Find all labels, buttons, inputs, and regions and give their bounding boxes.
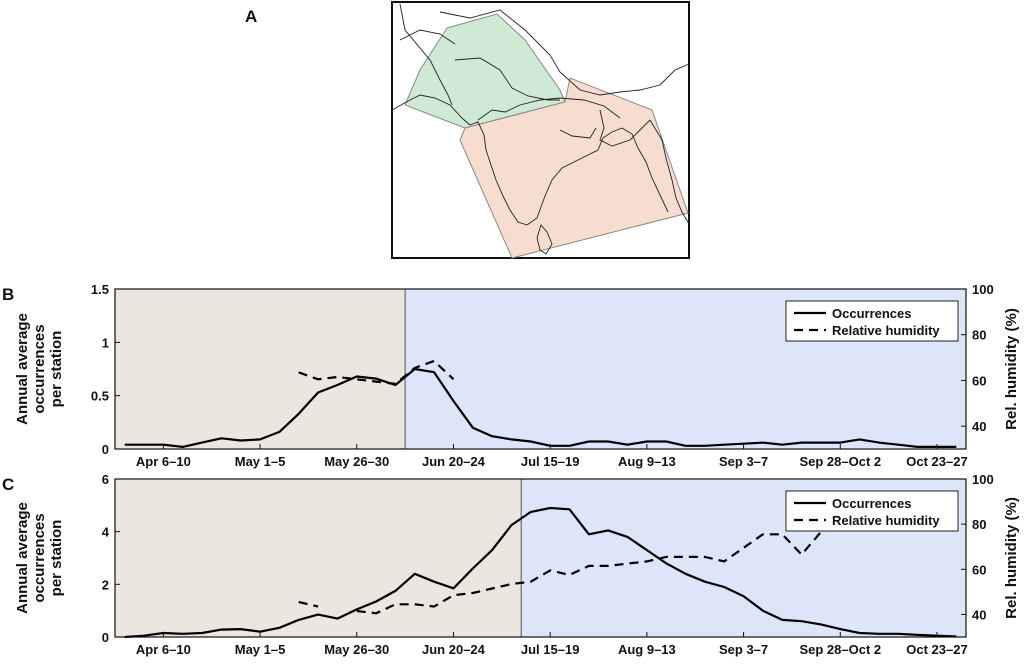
y-tick-label: 0 [102,630,109,645]
series-line-humidity [298,359,455,385]
legend-label: Occurrences [832,496,912,511]
x-tick-label: Sep 3–7 [719,454,768,469]
y-tick-label: 2 [102,577,109,592]
legend-box [785,490,959,532]
y2-tick-label: 100 [972,282,994,297]
series-line-occurrences [124,367,957,448]
legend: Occurrences Relative humidity [785,490,959,532]
x-tick-label: Sep 3–7 [719,642,768,657]
map-panel [391,1,690,259]
y2-tick-label: 80 [972,328,986,343]
legend-box [785,300,959,342]
y-axis-title-line: Annual average [14,313,31,425]
x-tick-label: Jul 15–19 [521,454,580,469]
y-axis-title-line: Annual average [14,502,31,614]
y2-tick-label: 40 [972,419,986,434]
y-tick-label: 1.5 [91,282,109,297]
y2-axis-title: Rel. humidity (%) [1003,308,1020,430]
x-tick-label: May 1–5 [235,454,286,469]
y2-tick-label: 80 [972,517,986,532]
y-tick-label: 0 [102,442,109,457]
plot-frame [114,478,967,638]
legend: Occurrences Relative humidity [785,300,959,342]
series-line-occurrences [124,506,957,639]
chart-b: 0 0.5 1 1.5 40 60 80 100 Apr 6–10 May 1–5 May 26–3… [14,282,1020,469]
panel-a-letter: A [245,7,257,26]
chart-c: 0 2 4 6 40 60 80 100 Apr 6–10 May 1–5 May 26–30 Jun… [14,472,1020,657]
series-line-humidity [298,531,822,615]
x-tick-label: May 1–5 [235,642,286,657]
y-tick-label: 0.5 [91,389,109,404]
y-tick-label: 1 [102,335,109,350]
x-tick-label: Apr 6–10 [136,642,191,657]
shade-pre-monsoon [115,479,522,637]
y2-tick-label: 60 [972,373,986,388]
legend-label: Relative humidity [832,513,940,528]
x-tick-label: Oct 23–27 [906,454,967,469]
y-axis-title-line: per station [48,331,65,408]
panel-c-letter: C [2,475,14,494]
x-tick-label: Apr 6–10 [136,454,191,469]
x-tick-label: May 26–30 [324,642,389,657]
y-axis-title-line: per station [48,520,65,597]
y-axis-title-line: occurrences [31,324,48,413]
x-tick-label: Aug 9–13 [618,454,676,469]
x-tick-label: Sep 28–Oct 2 [799,454,881,469]
x-tick-label: Aug 9–13 [618,642,676,657]
x-tick-label: Oct 23–27 [906,642,967,657]
x-tick-label: Jun 20–24 [422,454,486,469]
y-axis-title-line: occurrences [31,513,48,602]
legend-label: Occurrences [832,306,912,321]
map-region-south [459,77,689,259]
y2-axis-title: Rel. humidity (%) [1003,497,1020,619]
plot-frame [114,288,967,450]
y2-tick-label: 40 [972,607,986,622]
y2-tick-label: 60 [972,562,986,577]
x-tick-label: May 26–30 [324,454,389,469]
panel-b-letter: B [2,285,14,304]
x-tick-label: Jun 20–24 [422,642,486,657]
y-tick-label: 6 [102,472,109,487]
y2-tick-label: 100 [972,472,994,487]
x-tick-label: Sep 28–Oct 2 [799,642,881,657]
y-tick-label: 4 [102,525,110,540]
legend-label: Relative humidity [832,323,940,338]
x-tick-label: Jul 15–19 [521,642,580,657]
shade-pre-monsoon [115,289,406,449]
map-outlines [391,3,690,255]
